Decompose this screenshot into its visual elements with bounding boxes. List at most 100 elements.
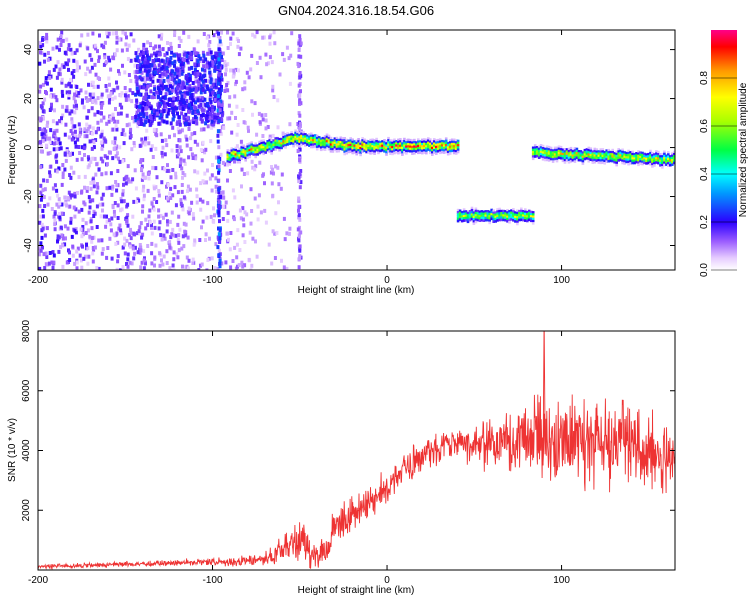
spectrogram-cell — [155, 200, 159, 204]
spectrogram-cell — [172, 114, 176, 119]
spectrogram-cell — [51, 119, 55, 124]
spectrogram-cell — [231, 31, 235, 36]
spectrogram-cell — [314, 138, 317, 142]
spectrogram-cell — [204, 78, 207, 83]
spectrogram-cell — [67, 190, 71, 195]
spectrogram-cell — [259, 75, 263, 80]
spectrogram-cell — [92, 92, 96, 97]
spectrogram-cell — [212, 219, 216, 224]
spectrogram-cell — [68, 204, 72, 209]
spectrogram-cell — [601, 156, 605, 160]
spectrogram-cell — [573, 160, 577, 163]
spectrogram-cell — [58, 47, 61, 52]
spectrogram-cell — [593, 152, 597, 155]
spectrogram-cell — [53, 218, 57, 223]
spectrogram-cell — [60, 89, 64, 94]
spectrogram-cell — [201, 79, 205, 84]
spectrogram-cell — [367, 142, 370, 146]
spectrogram-cell — [405, 149, 408, 153]
spectrogram-cell — [617, 159, 620, 162]
spectrogram-cell — [607, 151, 610, 154]
spectrogram-cell — [551, 151, 555, 155]
spectrogram-cell — [278, 142, 281, 145]
spectrogram-cell — [297, 111, 301, 116]
spectrogram-cell — [462, 210, 466, 214]
spectrogram-cell — [85, 98, 89, 103]
spectrogram-cell — [583, 153, 587, 156]
spectrogram-cell — [583, 155, 587, 159]
spectrogram-cell — [383, 143, 386, 146]
spectrogram-cell — [393, 140, 396, 144]
spectrogram-cell — [153, 84, 157, 89]
spectrogram-cell — [274, 137, 277, 140]
spectrogram-cell — [46, 151, 50, 156]
spectrogram-cell — [413, 143, 416, 146]
spectrogram-cell — [637, 159, 640, 162]
spectrogram-cell — [198, 238, 202, 242]
spectrogram-cell — [623, 162, 626, 165]
spectrogram-cell — [64, 236, 67, 241]
spectrogram-cell — [90, 239, 94, 244]
spectrogram-cell — [220, 261, 224, 266]
spectrogram-cell — [230, 156, 234, 159]
spectrogram-cell — [178, 145, 182, 150]
spectrogram-cell — [438, 138, 442, 141]
spectrogram-cell — [669, 161, 672, 165]
spectrogram-cell — [294, 131, 297, 135]
spectrogram-cell — [458, 216, 462, 219]
spectrogram-cell — [363, 142, 366, 146]
spectrogram-cell — [327, 134, 331, 138]
spectrogram-cell — [617, 148, 620, 151]
spectrogram-cell — [176, 68, 180, 73]
spectrogram-cell — [298, 185, 302, 190]
spectrogram-cell — [607, 155, 610, 159]
spectrogram-cell — [381, 142, 384, 145]
spectrogram-cell — [531, 148, 535, 152]
spectrogram-cell — [177, 73, 181, 77]
spectrogram-cell — [647, 152, 650, 156]
spectrogram-cell — [405, 138, 408, 142]
spectrogram-cell — [514, 215, 517, 219]
spectrogram-cell — [198, 56, 202, 61]
spectrogram-cell — [207, 65, 211, 70]
spectrogram-cell — [60, 116, 63, 121]
spectrogram-cell — [173, 108, 177, 113]
spectrogram-cell — [278, 144, 281, 148]
spectrogram-cell — [184, 134, 188, 139]
spectrogram-cell — [129, 79, 133, 83]
spectrogram-cell — [351, 140, 354, 144]
spectrogram-cell — [673, 152, 675, 156]
spectrogram-cell — [635, 156, 638, 159]
spectrogram-cell — [195, 194, 199, 199]
spectrogram-cell — [553, 153, 557, 156]
spectrogram-cell — [399, 149, 402, 152]
spectrogram-cell — [164, 72, 168, 77]
spectrogram-cell — [446, 144, 450, 147]
spectrogram-cell — [500, 216, 503, 219]
spectrogram-cell — [282, 138, 285, 141]
spectrogram-cell — [164, 212, 168, 217]
spectrogram-cell — [292, 140, 295, 143]
spectrogram-cell — [527, 216, 531, 219]
spectrogram-cell — [158, 73, 162, 78]
spectrogram-cell — [185, 86, 189, 91]
spectrogram-cell — [321, 141, 325, 144]
spectrogram-cell — [385, 148, 388, 152]
spectrogram-cell — [115, 127, 119, 132]
spectrogram-cell — [456, 215, 460, 218]
spectrogram-cell — [46, 202, 50, 207]
spectrogram-cell — [298, 131, 301, 135]
spectrogram-cell — [492, 209, 495, 212]
spectrogram-cell — [116, 216, 120, 220]
spectrogram-cell — [236, 158, 240, 162]
spectrogram-cell — [67, 58, 71, 63]
spectrogram-cell — [135, 86, 139, 91]
spectrogram-cell — [631, 161, 634, 165]
spectrogram-cell — [347, 150, 350, 154]
spectrogram-cell — [520, 216, 523, 219]
spectrogram-cell — [531, 215, 535, 219]
spectrogram-cell — [599, 148, 603, 151]
spectrogram-cell — [585, 157, 589, 160]
spectrogram-cell — [81, 227, 85, 232]
spectrogram-cell — [133, 232, 137, 237]
